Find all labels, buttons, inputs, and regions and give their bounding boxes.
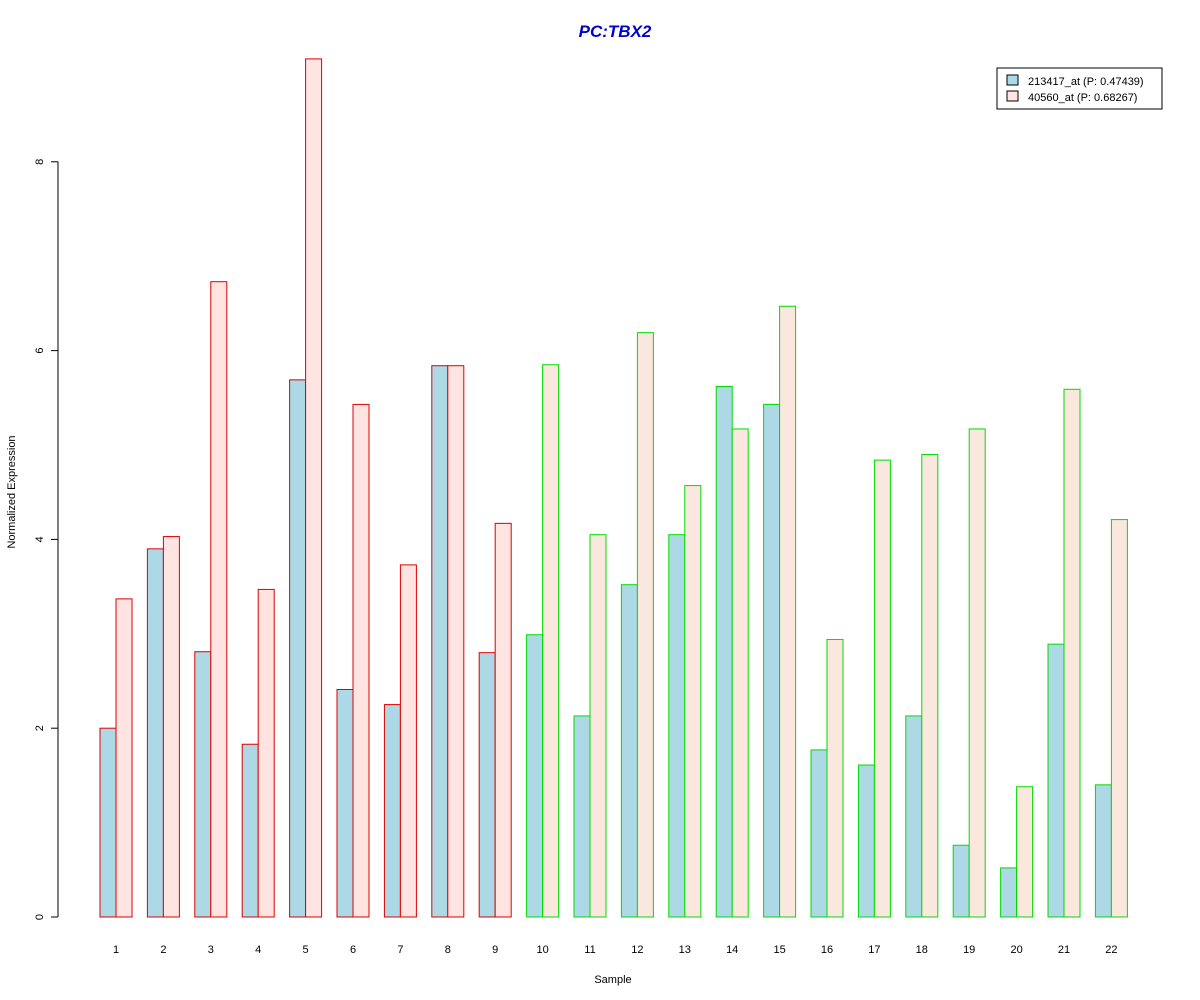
x-tick-label-6: 6 bbox=[350, 944, 356, 956]
bar-sample-21-series-1 bbox=[1047, 643, 1065, 918]
x-axis-label: Sample bbox=[594, 974, 631, 986]
bar-sample-19-series-1 bbox=[952, 844, 970, 918]
x-tick-label-20: 20 bbox=[1010, 944, 1022, 956]
x-tick-label-14: 14 bbox=[726, 944, 738, 956]
legend: 213417_at (P: 0.47439) 40560_at (P: 0.68… bbox=[996, 67, 1163, 110]
bar-sample-8-series-1 bbox=[431, 365, 449, 918]
x-tick-labels: 1 2 3 4 5 6 7 8 9 10 11 12 13 14 15 16 17 18 19 20 21 22 bbox=[113, 944, 1118, 956]
y-tick-label: 6 bbox=[34, 348, 46, 354]
bar-sample-17-series-2 bbox=[873, 459, 891, 918]
bar-sample-3-series-1 bbox=[194, 651, 212, 918]
x-tick-label-12: 12 bbox=[631, 944, 643, 956]
bar-sample-19-series-2 bbox=[968, 428, 986, 918]
x-tick-label-3: 3 bbox=[208, 944, 214, 956]
bar-sample-20-series-1 bbox=[1000, 867, 1018, 918]
bar-sample-16-series-1 bbox=[810, 749, 828, 918]
y-tick-label: 0 bbox=[34, 914, 46, 920]
x-tick-label-21: 21 bbox=[1058, 944, 1070, 956]
x-tick-label-17: 17 bbox=[868, 944, 880, 956]
bar-sample-9-series-2 bbox=[494, 522, 512, 918]
y-tick-label: 4 bbox=[34, 536, 46, 542]
bar-sample-18-series-1 bbox=[905, 715, 923, 918]
bar-sample-12-series-1 bbox=[620, 584, 638, 918]
y-axis: 0 2 4 6 8 bbox=[34, 159, 59, 920]
bar-sample-17-series-1 bbox=[857, 764, 875, 918]
x-tick-label-18: 18 bbox=[916, 944, 928, 956]
x-tick-label-1: 1 bbox=[113, 944, 119, 956]
bar-sample-4-series-2 bbox=[257, 588, 275, 918]
bar-sample-22-series-1 bbox=[1094, 784, 1112, 918]
bar-sample-1-series-1 bbox=[99, 727, 117, 918]
legend-label-series-2: 40560_at (P: 0.68267) bbox=[1028, 92, 1137, 104]
legend-swatch-series-1 bbox=[1006, 74, 1019, 86]
bar-sample-7-series-1 bbox=[383, 704, 401, 918]
x-tick-label-2: 2 bbox=[160, 944, 166, 956]
bar-sample-7-series-2 bbox=[399, 564, 417, 918]
bar-sample-15-series-1 bbox=[763, 403, 781, 918]
legend-box bbox=[996, 67, 1163, 110]
bar-sample-2-series-1 bbox=[146, 548, 164, 918]
bar-sample-10-series-1 bbox=[526, 634, 544, 918]
bar-sample-6-series-2 bbox=[352, 403, 370, 918]
bar-sample-22-series-2 bbox=[1110, 519, 1128, 918]
bar-sample-18-series-2 bbox=[921, 453, 939, 918]
bar-sample-15-series-2 bbox=[779, 305, 797, 918]
bar-sample-5-series-2 bbox=[305, 58, 323, 918]
x-tick-label-11: 11 bbox=[584, 944, 595, 956]
bar-sample-6-series-1 bbox=[336, 688, 354, 918]
bar-sample-16-series-2 bbox=[826, 638, 844, 918]
bar-sample-14-series-2 bbox=[731, 428, 749, 918]
x-tick-label-9: 9 bbox=[492, 944, 498, 956]
bar-sample-8-series-2 bbox=[447, 365, 465, 918]
bars bbox=[99, 58, 1128, 918]
x-tick-label-22: 22 bbox=[1105, 944, 1117, 956]
bar-sample-14-series-1 bbox=[715, 385, 733, 918]
bar-sample-13-series-2 bbox=[684, 485, 702, 918]
bar-sample-12-series-2 bbox=[636, 332, 654, 918]
x-tick-label-19: 19 bbox=[963, 944, 975, 956]
bar-sample-5-series-1 bbox=[289, 379, 307, 918]
chart-title: PC:TBX2 bbox=[579, 22, 652, 41]
bar-sample-3-series-2 bbox=[210, 281, 228, 918]
y-tick-label: 2 bbox=[34, 725, 46, 731]
bar-sample-2-series-2 bbox=[162, 536, 180, 918]
legend-swatch-series-2 bbox=[1006, 90, 1019, 102]
x-tick-label-16: 16 bbox=[821, 944, 833, 956]
y-tick-label: 8 bbox=[34, 159, 46, 165]
x-tick-label-5: 5 bbox=[303, 944, 309, 956]
bar-sample-4-series-1 bbox=[241, 743, 259, 918]
bar-sample-1-series-2 bbox=[115, 598, 133, 918]
x-tick-label-8: 8 bbox=[445, 944, 451, 956]
bar-sample-10-series-2 bbox=[542, 364, 560, 918]
x-tick-label-13: 13 bbox=[679, 944, 691, 956]
x-tick-label-15: 15 bbox=[773, 944, 785, 956]
bar-sample-11-series-1 bbox=[573, 715, 591, 918]
y-axis-label: Normalized Expression bbox=[6, 435, 18, 548]
x-tick-label-10: 10 bbox=[536, 944, 548, 956]
bar-sample-20-series-2 bbox=[1016, 786, 1034, 918]
bar-sample-13-series-1 bbox=[668, 534, 686, 918]
x-tick-label-7: 7 bbox=[397, 944, 403, 956]
x-tick-label-4: 4 bbox=[255, 944, 261, 956]
legend-label-series-1: 213417_at (P: 0.47439) bbox=[1028, 76, 1144, 88]
bar-sample-21-series-2 bbox=[1063, 388, 1081, 918]
bar-sample-11-series-2 bbox=[589, 534, 607, 918]
bar-sample-9-series-1 bbox=[478, 652, 496, 918]
